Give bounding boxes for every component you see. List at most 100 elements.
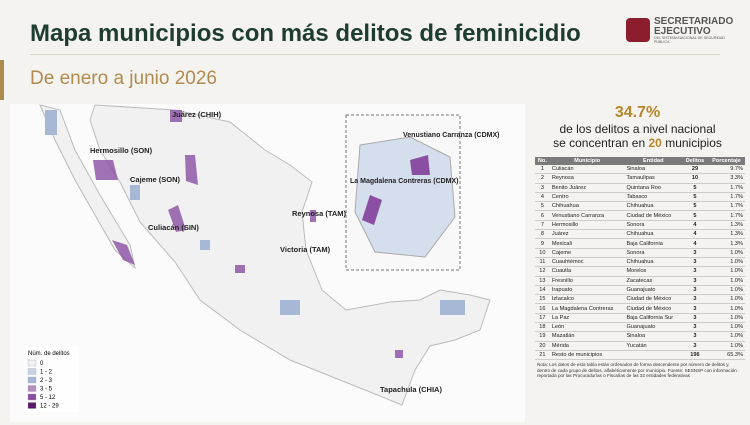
table-cell: 4 [682,229,708,240]
table-cell: Guanajuato [624,322,683,333]
table-cell: 9.7% [707,165,745,175]
table-cell: Morelos [624,266,683,277]
legend: Núm. de delitos 0 1 - 2 2 - 3 3 - 5 5 - 12 12… [24,346,79,412]
table-header-cell: Entidad [624,157,683,165]
inset-label: La Magdalena Contreras (CDMX) [350,178,459,185]
table-cell: Sinaloa [624,331,683,342]
table-row: 13 Fresnillo Zacatecas 3 1.0% [535,276,745,286]
table-cell: 19 [535,331,550,342]
table-cell: Juárez [549,229,625,240]
logo: SECRETARIADO EJECUTIVO DEL SISTEMA NACIO… [654,17,734,44]
table-cell: 1.3% [707,229,745,240]
table-header-cell: No. [535,157,550,165]
title: Mapa municipios con más delitos de femin… [30,20,581,47]
table-cell: 3 [682,322,708,333]
table-cell: 4 [535,192,550,203]
table-cell: Iztacalco [549,294,625,305]
table-cell: 1.0% [707,313,745,324]
table-cell: 5 [535,201,550,212]
table-cell: Baja California [624,238,683,249]
table-cell: Ciudad de México [624,303,683,314]
table-cell: Chihuahua [624,201,683,212]
table-cell: 5 [682,192,708,203]
table-cell: Quintana Roo [624,183,683,193]
table-cell: 5 [682,201,708,212]
table-header-cell: Porcentaje [707,157,745,165]
table-cell: Benito Juárez [549,183,625,193]
stat-text: de los delitos a nivel nacional [559,122,716,136]
table-cell: 1.0% [707,322,745,333]
table-cell: Chihuahua [624,257,683,268]
stat-block: 34.7% de los delitos a nivel nacional se… [530,104,745,150]
table-cell: Chihuahua [549,201,625,212]
table-cell: Baja California Sur [624,313,683,324]
table-cell: 1.0% [707,257,745,268]
table-cell: 196 [682,350,708,361]
table-cell: 1.0% [707,341,745,351]
table-cell: Ciudad de México [624,294,683,305]
table-cell: 3 [682,257,708,268]
table-row: 10 Cajeme Sonora 3 1.0% [535,248,745,258]
table-cell: La Paz [549,313,625,324]
table-cell: Mexicali [549,238,625,249]
table-cell: Sonora [624,220,683,231]
table-cell: 6 [535,210,550,221]
inset-highlight [362,155,430,225]
table-row: 8 Juárez Chihuahua 4 1.3% [535,229,745,240]
table-cell: Yucatán [624,341,683,351]
table-cell: 2 [535,173,550,184]
table-cell: Irapuato [549,285,625,296]
table-cell: 3 [535,183,550,193]
table-cell: 3 [682,285,708,296]
inset-label: Venustiano Carranza (CDMX) [403,132,499,139]
map-label: Juárez (CHIH) [172,110,222,119]
table-cell: 1.0% [707,294,745,305]
table-cell: Mazatlán [549,331,625,342]
table-cell: Hermosillo [549,220,625,231]
table-row: 6 Venustiano Carranza Ciudad de México 5 1.7… [535,210,745,221]
table-cell: 20 [535,341,550,351]
legend-swatch [27,359,37,367]
table-row: 14 Irapuato Guanajuato 3 1.0% [535,285,745,296]
table-cell: León [549,322,625,333]
table-cell: Guanajuato [624,285,683,296]
legend-label: 0 [40,361,44,367]
table-cell: 4 [682,238,708,249]
table-row: 15 Iztacalco Ciudad de México 3 1.0% [535,294,745,305]
table-row: 3 Benito Juárez Quintana Roo 5 1.7% [535,183,745,193]
table-cell: 1 [535,165,550,175]
table-cell: Zacatecas [624,276,683,286]
legend-swatch [27,385,37,392]
table-cell: 5 [682,183,708,193]
table-cell: 10 [535,248,550,258]
table-cell: 1.0% [707,285,745,296]
table-row: 17 La Paz Baja California Sur 3 1.0% [535,313,745,324]
legend-label: 5 - 12 [40,395,56,401]
legend-label: 2 - 3 [40,378,53,384]
table-cell: 1.0% [707,276,745,286]
table-body: 1 Culiacán Sinaloa 29 9.7% 2 Reynosa Tamaulipas… [535,165,745,361]
table-cell: Cuauhtémoc [549,257,625,268]
table-cell: Tamaulipas [624,173,683,184]
table-cell: 3 [682,303,708,314]
table-cell: 3 [682,341,708,351]
inset-region [354,136,456,258]
table-cell: 15 [535,294,550,305]
accent-bar [0,60,4,100]
table-cell: 1.0% [707,303,745,314]
table-cell: 3 [682,248,708,258]
table-cell: 9 [535,238,550,249]
legend-label: 3 - 5 [40,387,53,393]
table-row: 5 Chihuahua Chihuahua 5 1.7% [535,201,745,212]
table-cell [624,350,683,361]
table-cell: 1.3% [707,220,745,231]
table-cell: 3.3% [707,173,745,184]
table: No. Municipio Entidad Delitos Porcentaje 1 Cul… [535,157,745,361]
table-cell: 3 [682,276,708,286]
table-cell: 13 [535,276,550,286]
table-cell: 3 [682,331,708,342]
legend-label: 1 - 2 [40,370,53,376]
table-row: 12 Cuautla Morelos 3 1.0% [535,266,745,277]
table-cell: 1.0% [707,331,745,342]
table-cell: Cajeme [549,248,625,258]
